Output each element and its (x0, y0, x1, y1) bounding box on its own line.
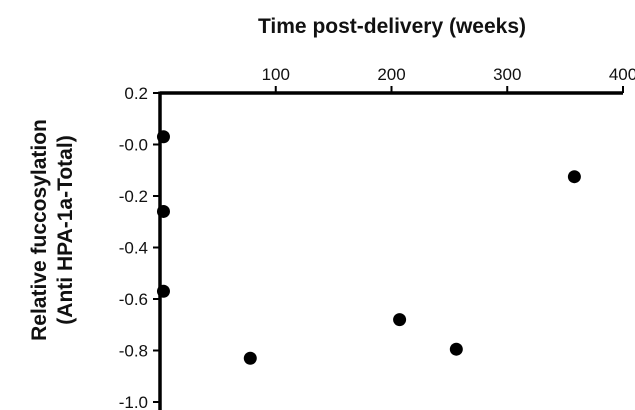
data-point (449, 342, 463, 356)
data-point (156, 284, 170, 298)
data-points (156, 130, 581, 365)
x-tick-label: 400 (609, 65, 635, 84)
data-point (393, 313, 407, 327)
y-tick-label: -0.6 (119, 290, 148, 309)
y-tick-label: 0.2 (124, 84, 148, 103)
y-axis-title-line-2: (Anti HPA-1a-Total) (54, 135, 77, 324)
y-axis-title-line-1: Relative fuccosylation (28, 119, 51, 341)
y-tick-label: -1.0 (119, 393, 148, 410)
axes (158, 91, 623, 410)
y-tick-label: -0.4 (119, 239, 148, 258)
y-tick-label: -0.8 (119, 342, 148, 361)
y-tick-label: -0.2 (119, 187, 148, 206)
data-point (156, 130, 170, 144)
data-point (156, 204, 170, 218)
x-tick-label: 100 (262, 65, 290, 84)
x-tick-label: 300 (493, 65, 521, 84)
ticks: 100 200 300 400 0.2 -0.0 -0.2 -0.4 -0.6 -0.8 -1.0 (119, 65, 635, 410)
data-point (567, 170, 581, 184)
x-axis-title: Time post-delivery (weeks) (258, 15, 526, 38)
y-tick-label: -0.0 (119, 136, 148, 155)
x-tick-label: 200 (377, 65, 405, 84)
data-point (243, 351, 257, 365)
